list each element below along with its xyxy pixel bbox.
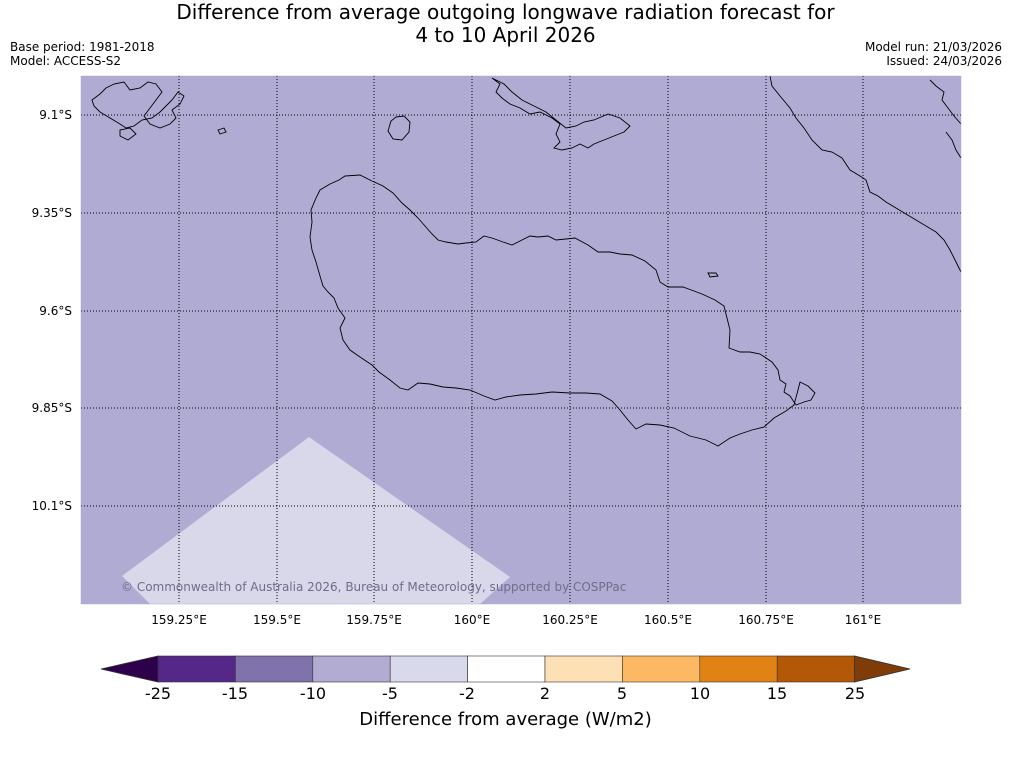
colorbar-tick-label: -15 bbox=[221, 684, 249, 703]
meta-right: Model run: 21/03/2026 Issued: 24/03/2026 bbox=[865, 40, 1002, 68]
map-canvas bbox=[80, 75, 962, 605]
colorbar-tick-label: -5 bbox=[382, 684, 398, 703]
lat-label: 10.1°S bbox=[31, 499, 72, 513]
colorbar-tick-label: -25 bbox=[144, 684, 172, 703]
lat-label: 9.85°S bbox=[31, 401, 72, 415]
colorbar-segment bbox=[699, 655, 778, 683]
colorbar-segments bbox=[100, 655, 911, 683]
coastline-guadalcanal bbox=[309, 174, 816, 447]
colorbar-title: Difference from average (W/m2) bbox=[359, 709, 652, 730]
colorbar-segment bbox=[467, 655, 546, 683]
lat-label: 9.6°S bbox=[39, 304, 72, 318]
coastlines bbox=[91, 75, 962, 447]
meta-left: Base period: 1981-2018 Model: ACCESS-S2 bbox=[10, 40, 155, 68]
colorbar-segment bbox=[389, 655, 468, 683]
lon-label: 159.5°E bbox=[253, 613, 301, 627]
colorbar-segment bbox=[235, 655, 314, 683]
coastline-savo-island bbox=[387, 115, 411, 141]
colorbar-tick-label: 5 bbox=[616, 684, 628, 703]
chart-title-line1: Difference from average outgoing longwav… bbox=[176, 0, 835, 24]
colorbar-extend-high bbox=[854, 655, 911, 683]
lon-label: 160.75°E bbox=[738, 613, 794, 627]
coastline-florida-islands bbox=[491, 77, 631, 151]
colorbar-segment bbox=[622, 655, 701, 683]
lon-label: 160.5°E bbox=[644, 613, 692, 627]
lon-label: 160°E bbox=[453, 613, 491, 627]
coastline-islet-small-2 bbox=[119, 127, 137, 141]
coastline-malaita-north bbox=[929, 79, 962, 125]
colorbar-segment bbox=[544, 655, 623, 683]
lat-label: 9.35°S bbox=[31, 206, 72, 220]
coastline-small-islet bbox=[707, 272, 719, 278]
colorbar-segment bbox=[776, 655, 855, 683]
colorbar-tick-label: -2 bbox=[459, 684, 475, 703]
light-anomaly-region bbox=[122, 437, 510, 604]
colorbar-tick-label: 2 bbox=[539, 684, 551, 703]
colorbar-tick-label: 10 bbox=[689, 684, 711, 703]
map-border bbox=[80, 75, 962, 605]
colorbar-tick-label: 15 bbox=[766, 684, 788, 703]
lat-label: 9.1°S bbox=[39, 108, 72, 122]
chart-title-line2: 4 to 10 April 2026 bbox=[415, 23, 596, 47]
model-name: Model: ACCESS-S2 bbox=[10, 54, 122, 68]
colorbar-segment bbox=[312, 655, 391, 683]
colorbar-tick-label: 25 bbox=[844, 684, 866, 703]
colorbar-segment bbox=[157, 655, 236, 683]
lon-label: 159.75°E bbox=[346, 613, 402, 627]
graticule bbox=[81, 76, 961, 604]
base-period: Base period: 1981-2018 bbox=[10, 40, 155, 54]
lon-label: 159.25°E bbox=[151, 613, 207, 627]
lon-label: 160.25°E bbox=[542, 613, 598, 627]
colorbar-extend-low bbox=[100, 655, 159, 683]
model-run: Model run: 21/03/2026 bbox=[864, 40, 1002, 54]
issued-date: Issued: 24/03/2026 bbox=[886, 54, 1002, 68]
lon-label: 161°E bbox=[844, 613, 882, 627]
copyright-notice: © Commonwealth of Australia 2026, Bureau… bbox=[121, 580, 627, 594]
coastline-islet-small-3 bbox=[217, 127, 227, 135]
coastline-russell-islands bbox=[91, 81, 185, 129]
coastline-malaita-east bbox=[945, 131, 962, 159]
colorbar-tick-label: -10 bbox=[299, 684, 327, 703]
coastline-malaita bbox=[769, 75, 962, 273]
